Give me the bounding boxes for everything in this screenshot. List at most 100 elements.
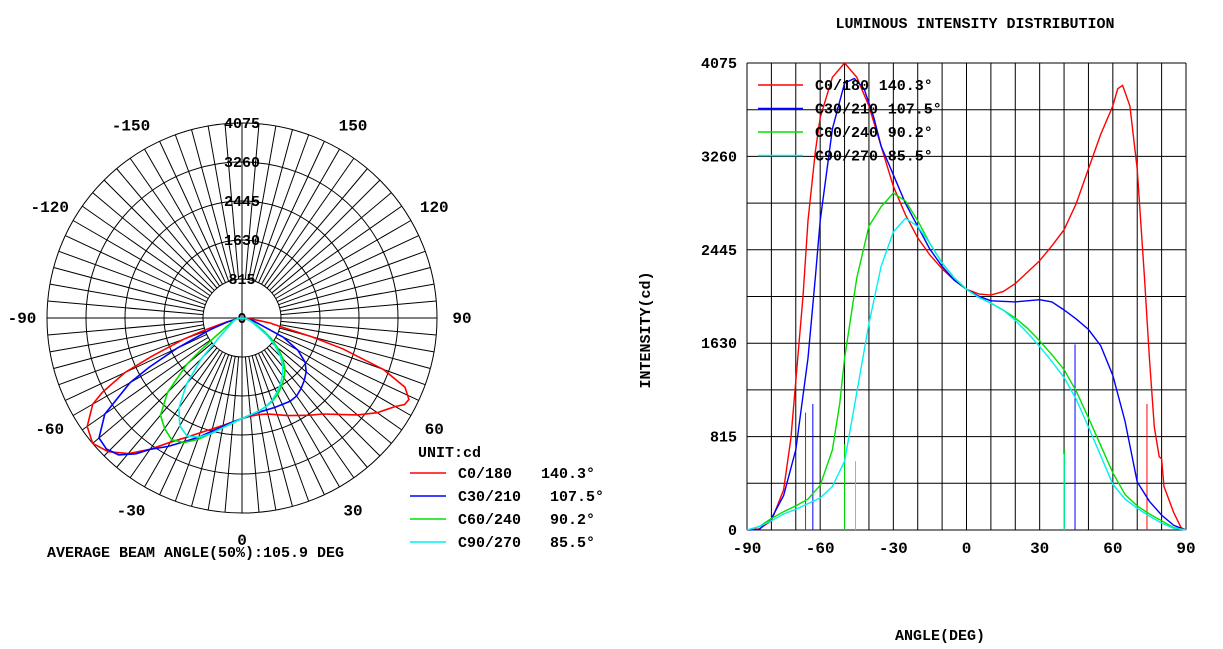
polar-spoke (263, 349, 355, 479)
polar-spoke (244, 356, 260, 513)
polar-spoke (258, 141, 325, 283)
polar-spoke (277, 334, 419, 401)
angle-label: -60 (35, 421, 64, 439)
polar-spoke (266, 347, 368, 468)
polar-spoke (72, 337, 209, 416)
polar-spoke (278, 330, 426, 386)
legend-name: C60/240 (458, 512, 521, 529)
line-series-C30-210 (746, 77, 1187, 531)
x-axis-label: ANGLE(DEG) (895, 628, 985, 645)
polar-spoke (191, 129, 233, 281)
average-beam-angle: AVERAGE BEAM ANGLE(50%):105.9 DEG (47, 545, 344, 562)
angle-label: 0 (237, 532, 247, 550)
angle-label: -150 (112, 118, 150, 136)
legend-name: C60/240 (815, 125, 878, 142)
angle-label: 120 (420, 199, 449, 217)
polar-spoke (280, 324, 435, 353)
angle-label: -30 (117, 502, 146, 520)
chart-title: LUMINOUS INTENSITY DISTRIBUTION (835, 16, 1114, 33)
polar-spoke (207, 356, 236, 511)
polar-spoke (266, 168, 368, 289)
polar-spoke (258, 353, 325, 495)
polar-spoke (81, 205, 211, 297)
polar-spoke (49, 324, 204, 353)
legend-name: C90/270 (815, 149, 878, 166)
polar-spoke (47, 320, 204, 336)
polar-series-C90-270 (178, 317, 284, 439)
polar-spoke (261, 148, 340, 285)
polar-spoke (251, 355, 293, 507)
polar-spoke (261, 351, 340, 488)
polar-series-C30-210 (98, 317, 308, 456)
legend-beam: 90.2° (888, 125, 933, 142)
y-tick-label: 3260 (701, 149, 737, 166)
legend-beam: 85.5° (550, 535, 595, 552)
x-tick-label: 60 (1103, 540, 1122, 558)
polar-spoke (49, 283, 204, 312)
polar-spoke (72, 220, 209, 299)
angle-label: -120 (31, 199, 69, 217)
x-tick-label: 30 (1030, 540, 1049, 558)
polar-spoke (92, 192, 213, 294)
polar-spoke (263, 157, 355, 287)
radial-tick-label: 1630 (224, 233, 260, 250)
polar-spoke (159, 141, 226, 283)
y-axis-label: INTENSITY(cd) (638, 271, 655, 388)
polar-spoke (174, 134, 230, 282)
angle-label: 90 (452, 310, 471, 328)
angle-label: -90 (8, 310, 37, 328)
polar-spoke (271, 342, 392, 444)
legend-beam: 85.5° (888, 149, 933, 166)
polar-spoke (103, 345, 215, 457)
legend-name: C0/180 (458, 466, 512, 483)
legend-name: C30/210 (458, 489, 521, 506)
polar-spoke (129, 349, 221, 479)
polar-spoke (254, 354, 310, 502)
radial-tick-label: 815 (228, 272, 255, 289)
polar-series-C0-180 (86, 317, 410, 455)
polar-spoke (273, 205, 403, 297)
polar-spoke (144, 148, 223, 285)
legend-name: C30/210 (815, 102, 878, 119)
radial-tick-label: 2445 (224, 194, 260, 211)
legend-name: C90/270 (458, 535, 521, 552)
polar-spoke (58, 250, 206, 306)
polar-spoke (275, 220, 412, 299)
unit-label: UNIT:cd (418, 445, 481, 462)
radial-center-label: 0 (237, 311, 246, 328)
polar-spoke (129, 157, 221, 287)
legend-name: C0/180 (815, 78, 869, 95)
angle-label: 30 (343, 502, 362, 520)
y-tick-label: 1630 (701, 336, 737, 353)
polar-spoke (92, 342, 213, 444)
polar-spoke (116, 168, 218, 289)
polar-spoke (47, 300, 204, 316)
polar-spoke (280, 320, 437, 336)
polar-spoke (53, 327, 205, 369)
polar-spoke (207, 125, 236, 280)
y-tick-label: 0 (728, 523, 737, 540)
polar-spoke (144, 351, 223, 488)
polar-spoke (244, 123, 260, 280)
radial-tick-label: 3260 (224, 155, 260, 172)
y-tick-label: 2445 (701, 243, 737, 260)
cartesian-chart: 0 815 1630 2445 3260 4075 -90 -60 -30 0 30 60 90 LUMI… (638, 16, 1196, 645)
polar-spoke (269, 179, 381, 291)
radial-tick-label: 4075 (224, 116, 260, 133)
polar-spoke (279, 267, 431, 309)
y-tick-label: 815 (710, 430, 737, 447)
polar-spoke (280, 300, 437, 316)
polar-spoke (280, 283, 435, 312)
polar-spoke (159, 353, 226, 495)
y-tick-label: 4075 (701, 56, 737, 73)
polar-spoke (65, 235, 207, 302)
polar-spoke (254, 134, 310, 282)
polar-spoke (224, 123, 240, 280)
line-series-C90-270 (746, 217, 1187, 531)
polar-spoke (53, 267, 205, 309)
legend-beam: 107.5° (888, 102, 942, 119)
polar-spoke (248, 125, 277, 280)
line-series-C0-180 (746, 61, 1187, 531)
legend-beam: 107.5° (550, 489, 604, 506)
